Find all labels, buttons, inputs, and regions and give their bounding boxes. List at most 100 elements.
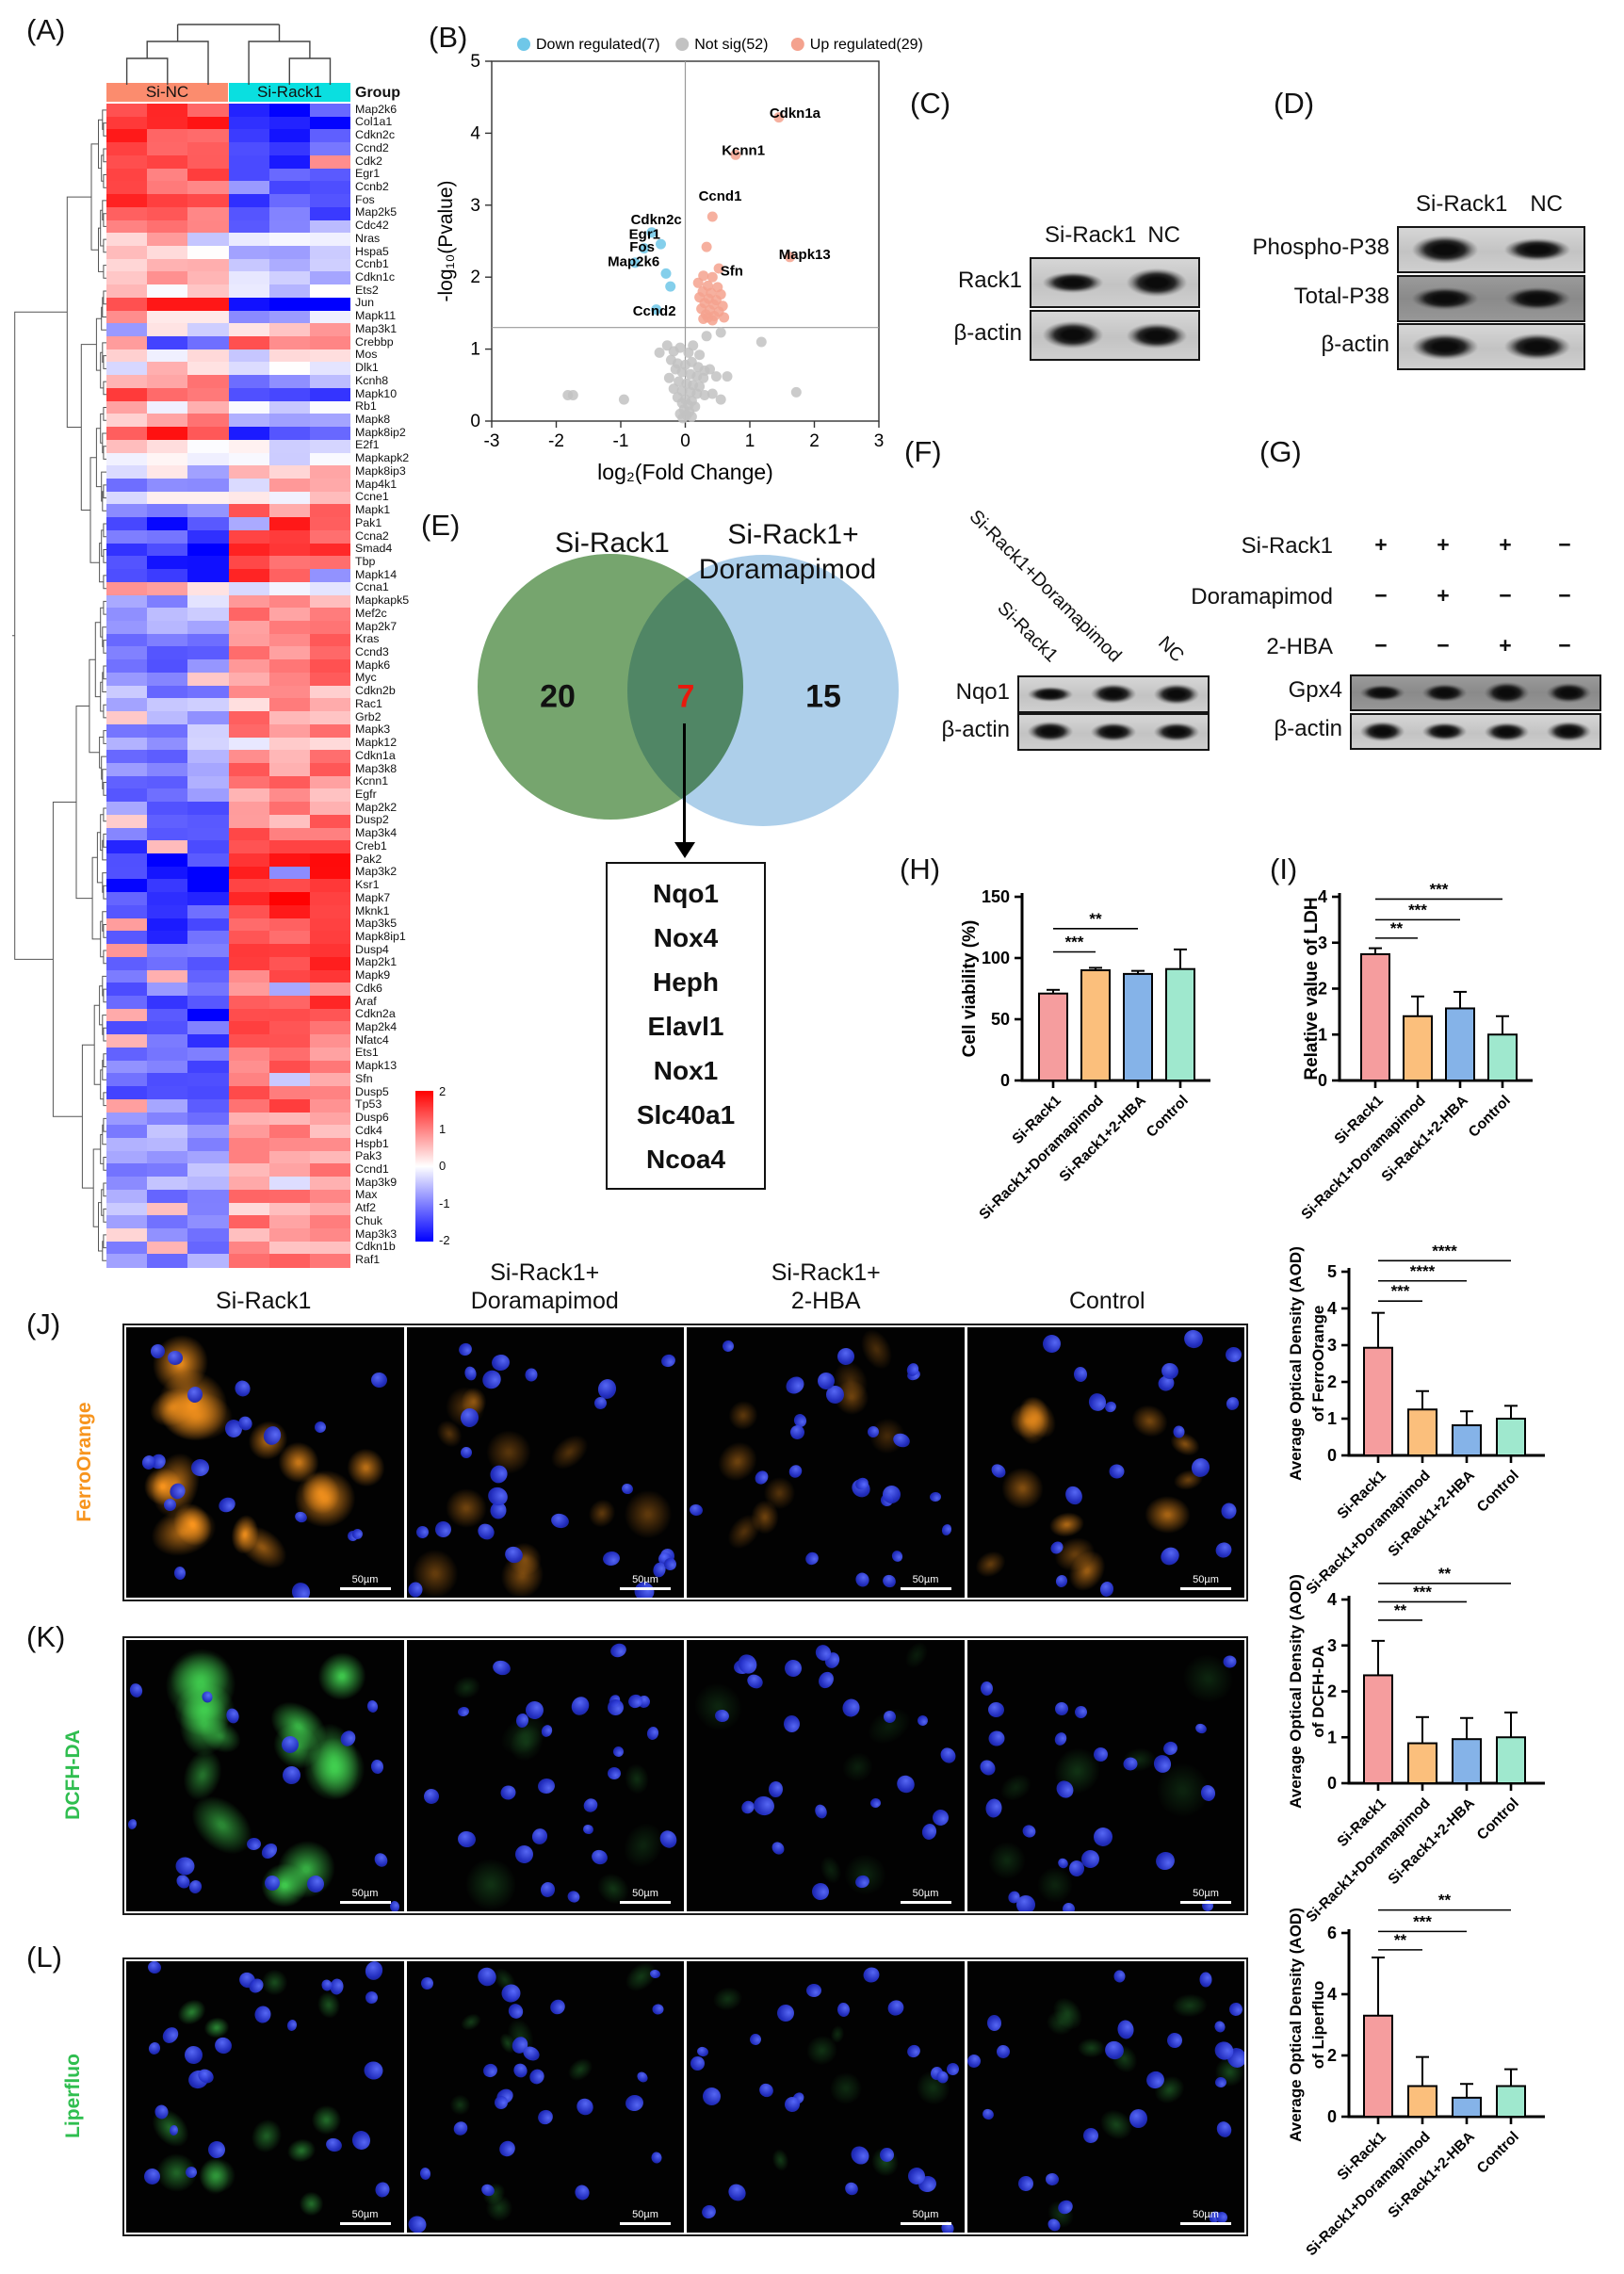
scale-bar-label: 50µm [351, 1888, 379, 1899]
heatmap-cell [309, 775, 351, 789]
heatmap-cell [228, 452, 270, 466]
heatmap-cell [106, 271, 148, 285]
heatmap-cell [147, 1125, 188, 1139]
microscopy-column-header: Si-Rack1+ Doramapimod [470, 1259, 619, 1314]
y-tick-label: 5 [470, 52, 480, 72]
micrograph-K-Si-Rack1+Doramapimod: 50µm [406, 1640, 684, 1911]
heatmap-cell [187, 479, 229, 493]
heatmap-cell [309, 1137, 351, 1152]
cell-cytoplasm [581, 1493, 622, 1534]
panel-label-f: (F) [904, 435, 942, 468]
heatmap-cell [228, 1163, 270, 1178]
microscopy-column-header: Control [1068, 1288, 1145, 1314]
volcano-point-notsig [694, 349, 706, 361]
heatmap-cell [187, 569, 229, 583]
heatmap-cell [309, 904, 351, 919]
heatmap-cell [309, 387, 351, 402]
heatmap-gene-label: Egfr [355, 788, 377, 801]
scale-bar: 50µm [1180, 1888, 1231, 1904]
bar-Si-Rack1+Doramapimod [1407, 2085, 1437, 2118]
y-tick-label: 6 [1327, 1924, 1337, 1942]
heatmap-gene-label: Map2k2 [355, 800, 398, 814]
bar-Si-Rack1 [1363, 2014, 1393, 2118]
heatmap-cell [106, 750, 148, 764]
heatmap-cell [187, 439, 229, 454]
scale-bar-label: 50µm [632, 1574, 658, 1585]
heatmap-cell [228, 439, 270, 454]
heatmap-cell [228, 620, 270, 635]
blot-band [1360, 722, 1405, 741]
heatmap-cell [268, 1163, 311, 1178]
heatmap-gene-label: Araf [355, 994, 377, 1008]
heatmap-cell [228, 245, 270, 260]
heatmap-cell [228, 1125, 270, 1139]
cell-cytoplasm [1142, 1494, 1193, 1535]
legend-dot [790, 38, 804, 51]
heatmap-cell [228, 556, 270, 570]
heatmap-cell [228, 788, 270, 803]
cell-nucleus [720, 1338, 737, 1355]
heatmap-cell [268, 840, 311, 854]
heatmap-gene-label: Mapkapk2 [355, 451, 410, 465]
heatmap-cell [268, 233, 311, 247]
heatmap-cell [309, 284, 351, 299]
volcano-point-notsig [715, 327, 726, 338]
volcano-point-up [703, 312, 713, 323]
cell-nucleus [1072, 1366, 1088, 1383]
cell-nucleus [1112, 1970, 1126, 1983]
heatmap-cell [147, 1034, 188, 1048]
heatmap-cell [147, 1047, 188, 1062]
heatmap-cell [106, 620, 148, 635]
heatmap-gene-label: Mapk1 [355, 503, 391, 517]
cell-nucleus [601, 1550, 621, 1567]
heatmap-cell [228, 168, 270, 182]
sig-label: ** [1438, 1565, 1452, 1583]
heatmap-cell [268, 154, 311, 170]
heatmap-cell [268, 944, 311, 958]
y-tick-label: 2 [1318, 980, 1327, 999]
heatmap-cell [309, 1228, 351, 1243]
y-tick-label: 2 [1327, 2046, 1337, 2065]
scale-bar-line [620, 2222, 671, 2225]
y-tick-label: 0 [1327, 1446, 1337, 1465]
panel-label-j: (J) [26, 1308, 61, 1340]
cell-nucleus [929, 1491, 942, 1502]
heatmap-cell [106, 310, 148, 324]
bar-Si-Rack1+Doramapimod [1407, 1408, 1437, 1456]
sig-label: *** [1430, 880, 1449, 898]
heatmap-cell [187, 219, 229, 234]
heatmap-cell [147, 969, 188, 983]
heatmap-cell [187, 1202, 229, 1216]
heatmap-cell [268, 737, 311, 751]
heatmap-cell [106, 775, 148, 789]
heatmap-cell [187, 556, 229, 570]
heatmap-cell [309, 1034, 351, 1048]
bar-Control [1165, 967, 1195, 1081]
heatmap-cell [309, 142, 351, 156]
column-dendrogram-path [125, 24, 332, 85]
wb-g-condition-symbol: + [1374, 532, 1388, 557]
heatmap-cell [228, 258, 270, 272]
heatmap-cell [106, 983, 148, 997]
heatmap-gene-label: Map3k4 [355, 826, 398, 840]
heatmap-cell [187, 116, 229, 130]
microscopy-row-K: 50µm 50µm 50µm 50µm [122, 1636, 1248, 1915]
heatmap-cell [147, 904, 188, 919]
heatmap-gene-label: Chuk [355, 1213, 382, 1227]
heatmap-cell [147, 1112, 188, 1126]
cell-nucleus [1072, 1704, 1089, 1720]
heatmap-cell [187, 336, 229, 350]
heatmap-cell [106, 1189, 148, 1204]
heatmap-cell [268, 529, 311, 544]
heatmap-gene-label: Map3k5 [355, 917, 398, 931]
bar-Si-Rack1+Doramapimod [1403, 1015, 1433, 1081]
cell-nucleus [414, 1523, 430, 1541]
wb-g-condition-symbol: + [1437, 532, 1450, 557]
micrograph-J-Si-Rack1+2-HBA: 50µm [687, 1327, 965, 1598]
heatmap-cell [268, 931, 311, 945]
heatmap-cell [268, 258, 311, 272]
wb-f-nqo1-label: Nqo1 [955, 679, 1010, 705]
heatmap-cell [106, 142, 148, 156]
cell-nucleus [1044, 2172, 1060, 2186]
heatmap-cell [268, 685, 311, 699]
